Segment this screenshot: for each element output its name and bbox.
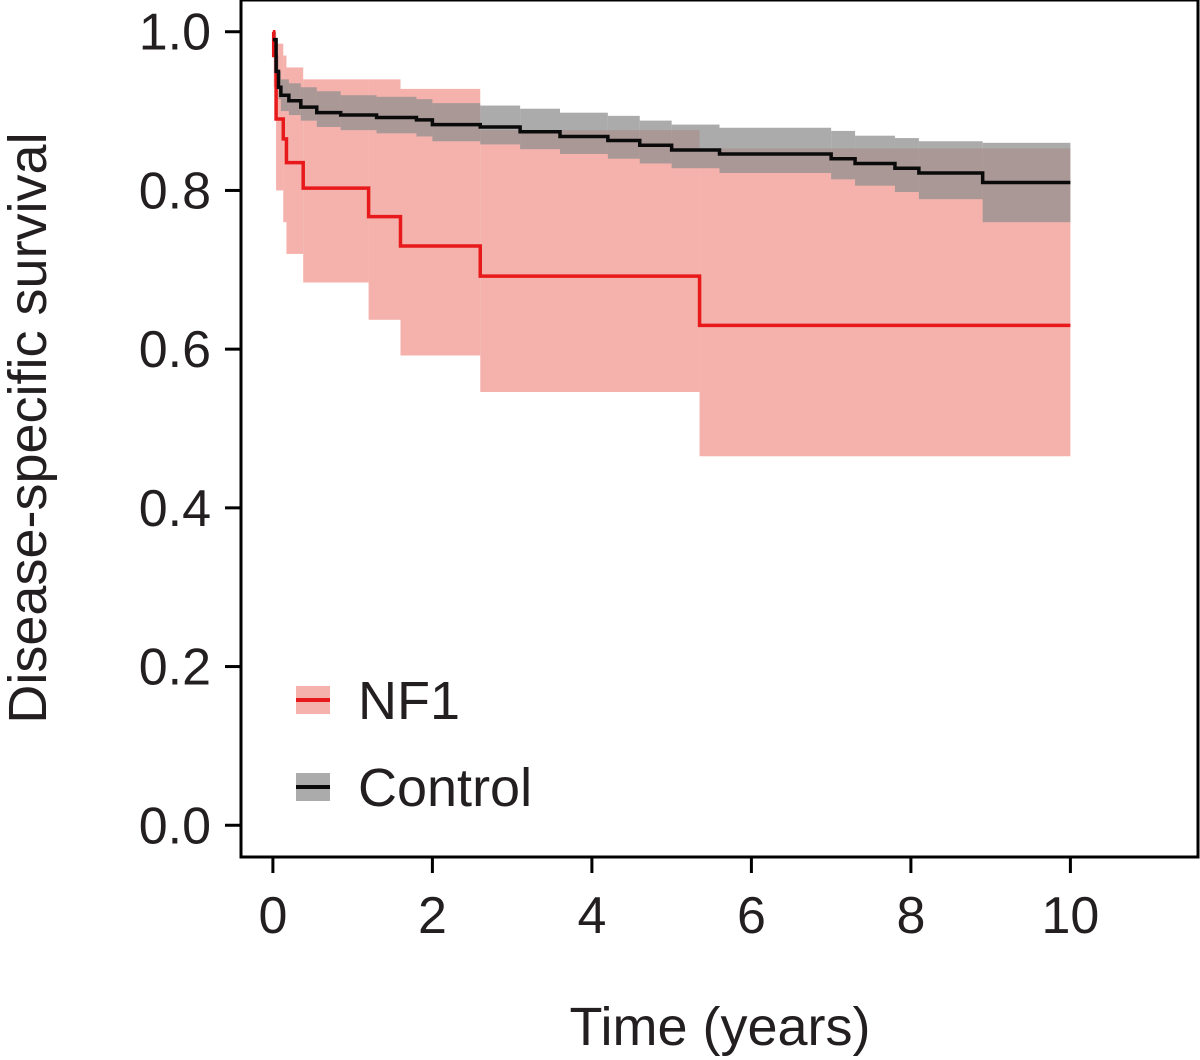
y-axis-title: Disease-specific survival (0, 132, 58, 723)
nf1-ci-band-segment (276, 43, 284, 191)
control-ci-band-segment (639, 120, 672, 164)
control-ci-band-segment (340, 95, 377, 131)
x-axis: 0 2 4 6 8 10 (258, 857, 1099, 945)
control-survival-line (272, 37, 1071, 185)
plot-frame (239, 0, 1200, 859)
x-tick-label: 10 (1041, 887, 1099, 945)
control-ci-band-segment (560, 112, 608, 154)
control-ci-band-segment (607, 115, 640, 159)
control-ci-band-segment (918, 141, 983, 200)
control-ci-band-segment (416, 99, 433, 137)
control-legend-label: Control (358, 758, 532, 818)
control-ci-band-segment (671, 124, 720, 169)
x-axis-title: Time (years) (569, 997, 870, 1057)
x-tick-label: 8 (896, 887, 925, 945)
control-ci-band-segment (316, 91, 341, 127)
control-ci-band-segment (719, 127, 832, 173)
confidence-bands (272, 31, 1071, 457)
nf1-ci-band-segment (480, 130, 700, 392)
x-tick-label: 6 (737, 887, 766, 945)
control-ci-band-segment (831, 130, 856, 180)
nf1-legend-label: NF1 (358, 671, 460, 731)
legend: NF1 Control (296, 671, 532, 818)
x-tick-label: 2 (418, 887, 447, 945)
x-tick-label: 0 (258, 887, 287, 945)
y-tick-label: 0.6 (139, 321, 211, 379)
y-tick-label: 0.0 (139, 797, 211, 855)
survival-curves (271, 29, 1071, 328)
control-ci-band-segment (480, 105, 521, 145)
control-ci-band-segment (520, 108, 560, 150)
control-ci-band-segment (300, 87, 317, 121)
y-tick-label: 0.4 (139, 480, 211, 538)
control-ci-band-segment (894, 138, 919, 193)
y-tick-label: 0.8 (139, 162, 211, 220)
control-ci-band-segment (432, 103, 481, 142)
y-tick-label: 0.2 (139, 639, 211, 697)
y-tick-label: 1.0 (139, 4, 211, 62)
y-axis: 0.0 0.2 0.4 0.6 0.8 1.0 (139, 4, 241, 855)
control-ci-band-segment (376, 96, 417, 134)
control-ci-band-segment (855, 135, 895, 186)
x-tick-label: 4 (577, 887, 606, 945)
